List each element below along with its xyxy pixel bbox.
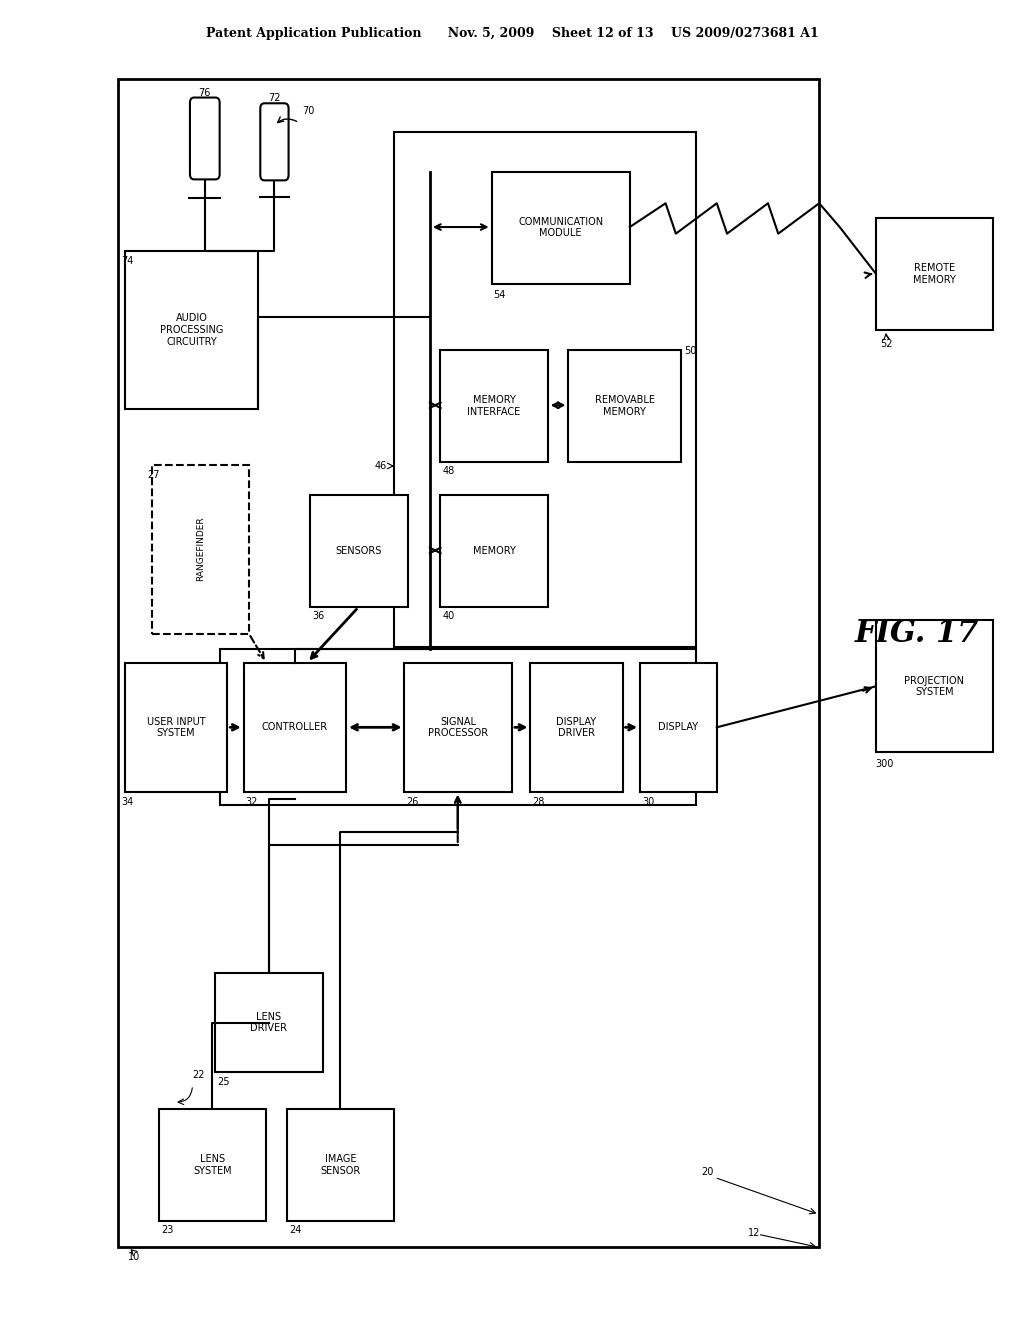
Text: 36: 36 — [312, 611, 325, 622]
Text: 76: 76 — [199, 87, 211, 98]
Text: 70: 70 — [302, 106, 314, 116]
Text: 26: 26 — [407, 797, 419, 808]
Text: MEMORY
INTERFACE: MEMORY INTERFACE — [467, 395, 521, 417]
Text: 46: 46 — [375, 461, 387, 471]
Text: CONTROLLER: CONTROLLER — [262, 722, 328, 733]
Bar — [287, 1109, 394, 1221]
Text: 34: 34 — [121, 797, 133, 808]
Text: 50: 50 — [684, 346, 696, 356]
Text: RANGEFINDER: RANGEFINDER — [196, 517, 205, 581]
Text: 30: 30 — [642, 797, 654, 808]
Text: LENS
DRIVER: LENS DRIVER — [250, 1011, 288, 1034]
Text: REMOTE
MEMORY: REMOTE MEMORY — [913, 263, 955, 285]
Text: 23: 23 — [161, 1225, 173, 1236]
Bar — [125, 663, 227, 792]
Text: 52: 52 — [881, 339, 893, 350]
Bar — [244, 663, 346, 792]
Text: Patent Application Publication      Nov. 5, 2009    Sheet 12 of 13    US 2009/02: Patent Application Publication Nov. 5, 2… — [206, 26, 818, 40]
Text: MEMORY: MEMORY — [473, 546, 515, 556]
Text: FIG. 17: FIG. 17 — [854, 618, 979, 649]
Bar — [220, 649, 696, 805]
Text: 32: 32 — [246, 797, 258, 808]
Text: REMOVABLE
MEMORY: REMOVABLE MEMORY — [595, 395, 654, 417]
Text: DISPLAY
DRIVER: DISPLAY DRIVER — [556, 717, 597, 738]
Text: IMAGE
SENSOR: IMAGE SENSOR — [321, 1154, 360, 1176]
Bar — [876, 218, 993, 330]
Bar — [530, 663, 623, 792]
Bar — [159, 1109, 266, 1221]
Bar — [118, 79, 819, 1247]
Text: 72: 72 — [268, 92, 281, 103]
Bar — [568, 350, 681, 462]
Text: 25: 25 — [217, 1077, 229, 1088]
Bar — [492, 172, 630, 284]
Text: 27: 27 — [147, 470, 160, 480]
Text: DISPLAY: DISPLAY — [658, 722, 698, 733]
Text: 300: 300 — [876, 759, 894, 770]
Bar — [125, 251, 258, 409]
Text: PROJECTION
SYSTEM: PROJECTION SYSTEM — [904, 676, 965, 697]
Text: AUDIO
PROCESSING
CIRCUITRY: AUDIO PROCESSING CIRCUITRY — [160, 313, 223, 347]
Text: SENSORS: SENSORS — [336, 546, 382, 556]
Bar — [404, 663, 512, 792]
Text: 48: 48 — [442, 466, 455, 477]
Text: COMMUNICATION
MODULE: COMMUNICATION MODULE — [518, 216, 603, 239]
Text: LENS
SYSTEM: LENS SYSTEM — [194, 1154, 231, 1176]
FancyBboxPatch shape — [260, 103, 289, 181]
Text: 74: 74 — [121, 256, 133, 267]
Text: 40: 40 — [442, 611, 455, 622]
Text: 12: 12 — [748, 1228, 760, 1238]
Text: USER INPUT
SYSTEM: USER INPUT SYSTEM — [146, 717, 206, 738]
Bar — [440, 495, 548, 607]
Bar — [876, 620, 993, 752]
Text: 54: 54 — [494, 290, 506, 301]
FancyBboxPatch shape — [190, 98, 219, 180]
Text: 22: 22 — [193, 1069, 205, 1080]
Bar — [440, 350, 548, 462]
Text: SIGNAL
PROCESSOR: SIGNAL PROCESSOR — [428, 717, 488, 738]
Text: 28: 28 — [532, 797, 545, 808]
Text: 20: 20 — [701, 1167, 714, 1177]
Text: 24: 24 — [289, 1225, 301, 1236]
Bar — [215, 973, 323, 1072]
Bar — [394, 132, 696, 647]
Text: 10: 10 — [128, 1251, 140, 1262]
Bar — [640, 663, 717, 792]
Bar — [152, 465, 249, 634]
Bar — [310, 495, 408, 607]
